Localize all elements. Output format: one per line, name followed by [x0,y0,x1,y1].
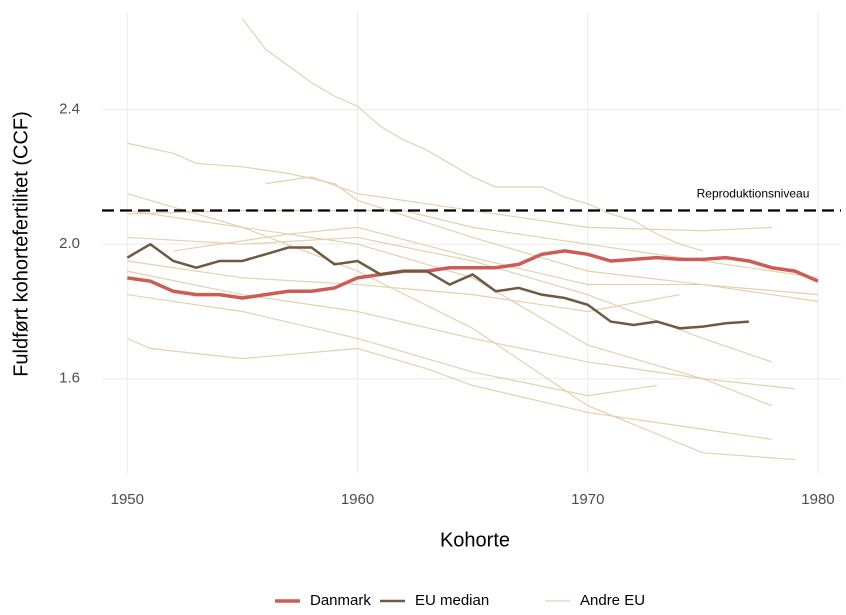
line [127,337,773,440]
line [127,260,680,313]
line [241,18,704,252]
y-axis-title: Fuldført kohortefertilitet (CCF) [10,111,32,377]
y-tick-label: 2.0 [59,235,80,252]
y-tick-label: 1.6 [59,370,80,387]
x-tick-label: 1970 [571,491,604,508]
line [127,236,773,363]
line [265,176,772,232]
x-axis-title: Kohorte [440,529,510,551]
line [127,209,773,407]
reference-label: Reproduktionsniveau [697,187,810,201]
line [126,242,750,330]
y-tick-label: 2.4 [59,101,80,118]
x-tick-label: 1960 [341,491,374,508]
line [127,294,657,397]
x-tick-label: 1950 [111,491,144,508]
line [127,142,819,302]
line [127,270,796,390]
x-tick-label: 1980 [801,491,834,508]
legend-label: EU median [415,592,489,609]
legend-label: Danmark [310,592,371,609]
line [127,249,819,300]
line [173,226,819,296]
legend-label: Andre EU [580,592,645,609]
